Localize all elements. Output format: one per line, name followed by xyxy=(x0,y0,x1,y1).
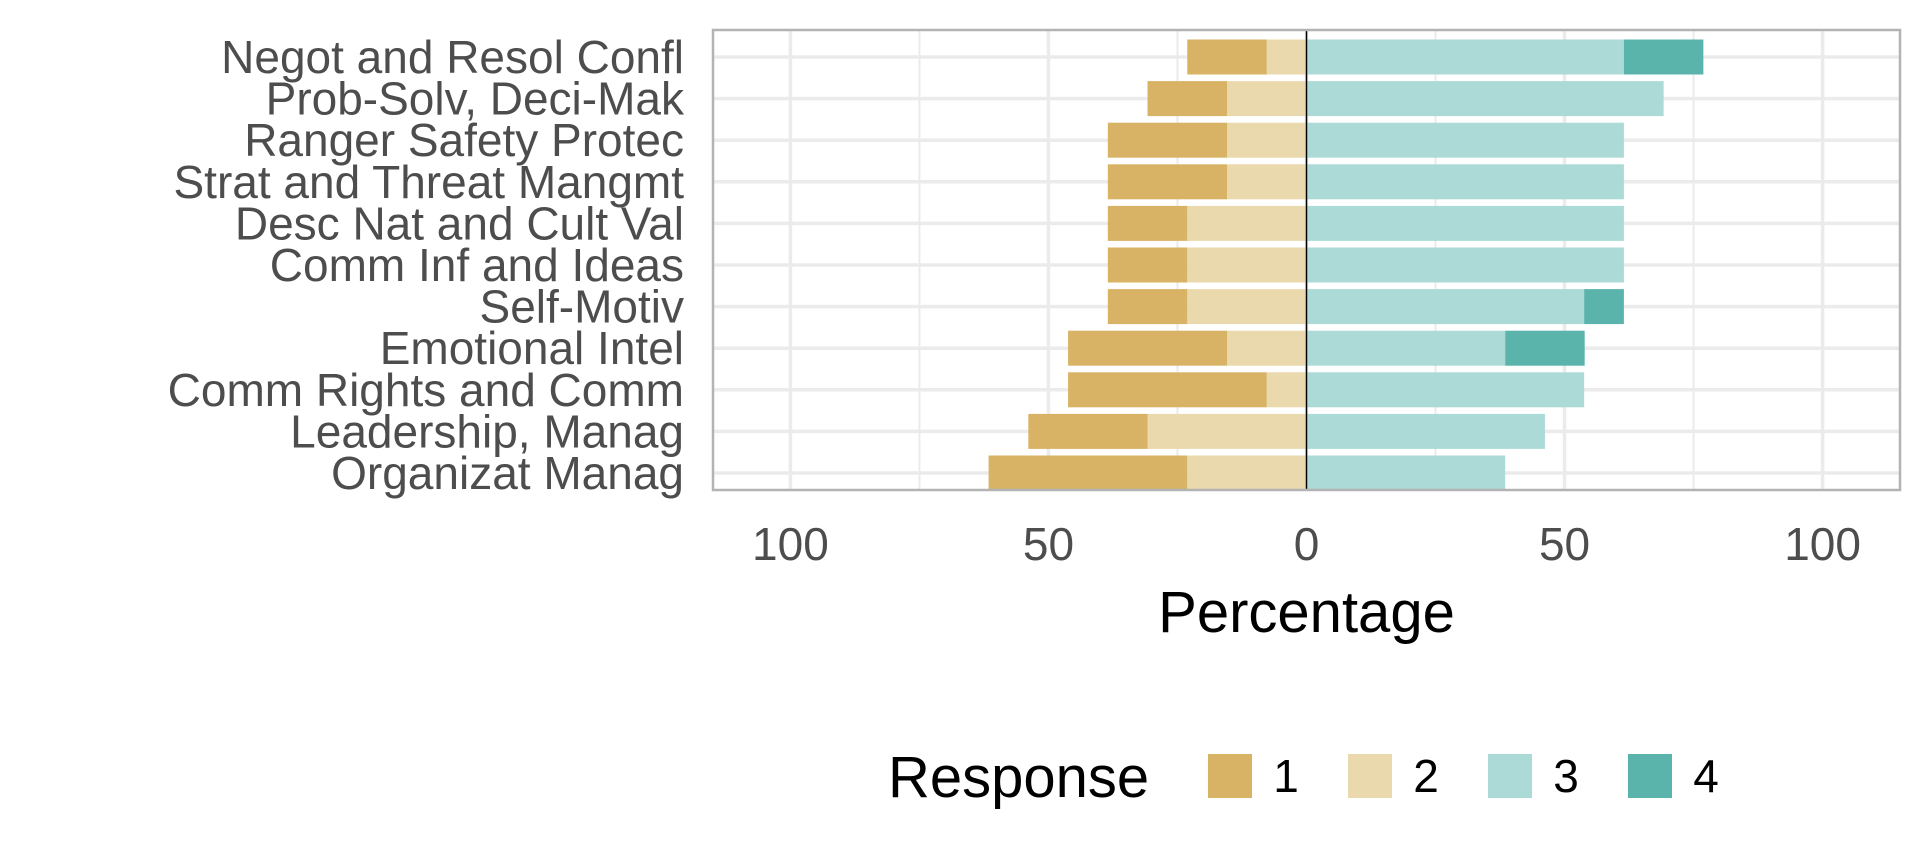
category-label: Comm Inf and Ideas xyxy=(270,239,684,291)
legend: Response 1 2 3 4 xyxy=(888,745,1719,810)
legend-title: Response xyxy=(888,745,1149,810)
bar-response-1 xyxy=(1107,205,1188,241)
category-label: Ranger Safety Protec xyxy=(244,114,684,166)
legend-label: 3 xyxy=(1553,750,1579,802)
bar-response-3 xyxy=(1306,205,1624,241)
bar-response-2 xyxy=(1187,455,1307,491)
bar-response-2 xyxy=(1187,247,1307,283)
bar-response-2 xyxy=(1227,330,1307,366)
bar-response-4 xyxy=(1623,39,1704,75)
bar-response-2 xyxy=(1227,81,1307,117)
bar-response-2 xyxy=(1147,413,1307,449)
bar-response-3 xyxy=(1306,164,1624,200)
legend-label: 1 xyxy=(1273,750,1299,802)
bar-response-2 xyxy=(1266,372,1307,408)
bar-response-3 xyxy=(1306,81,1664,117)
category-label: Emotional Intel xyxy=(380,322,684,374)
category-label: Self-Motiv xyxy=(480,281,684,333)
bar-response-3 xyxy=(1306,372,1585,408)
bar-response-1 xyxy=(1187,39,1267,75)
bar-response-3 xyxy=(1306,122,1624,158)
bar-response-3 xyxy=(1306,289,1585,325)
x-axis-title: Percentage xyxy=(1158,580,1455,645)
x-tick-label: 50 xyxy=(1023,518,1074,570)
bars xyxy=(988,39,1704,491)
legend-key-3 xyxy=(1488,754,1532,798)
bar-response-3 xyxy=(1306,39,1624,75)
bar-response-1 xyxy=(1107,289,1188,325)
category-label: Leadership, Manag xyxy=(290,405,684,457)
category-label: Comm Rights and Comm xyxy=(168,364,684,416)
bar-response-1 xyxy=(1107,122,1228,158)
bar-response-1 xyxy=(1107,247,1188,283)
bar-response-1 xyxy=(1068,372,1267,408)
bar-response-2 xyxy=(1227,164,1307,200)
category-label: Prob-Solv, Deci-Mak xyxy=(266,73,685,125)
bar-response-2 xyxy=(1227,122,1307,158)
category-label: Negot and Resol Confl xyxy=(221,31,684,83)
bar-response-2 xyxy=(1187,205,1307,241)
x-tick-label: 0 xyxy=(1294,518,1320,570)
x-axis-tick-labels: 100 50 0 50 100 xyxy=(752,518,1861,570)
legend-key-1 xyxy=(1208,754,1252,798)
bar-response-3 xyxy=(1306,247,1624,283)
category-label: Strat and Threat Mangmt xyxy=(173,156,684,208)
legend-key-2 xyxy=(1348,754,1392,798)
bar-response-1 xyxy=(1028,413,1148,449)
x-tick-label: 100 xyxy=(1784,518,1861,570)
legend-key-4 xyxy=(1628,754,1672,798)
bar-response-4 xyxy=(1584,289,1624,325)
bar-response-2 xyxy=(1187,289,1307,325)
bar-response-4 xyxy=(1505,330,1585,366)
bar-response-3 xyxy=(1306,455,1506,491)
x-tick-label: 100 xyxy=(752,518,829,570)
legend-label: 2 xyxy=(1413,750,1439,802)
x-tick-label: 50 xyxy=(1539,518,1590,570)
bar-response-3 xyxy=(1306,413,1545,449)
category-label: Desc Nat and Cult Val xyxy=(235,197,684,249)
bar-response-1 xyxy=(988,455,1188,491)
bar-response-3 xyxy=(1306,330,1506,366)
legend-label: 4 xyxy=(1693,750,1719,802)
bar-response-1 xyxy=(1147,81,1228,117)
bar-response-1 xyxy=(1068,330,1228,366)
bar-response-2 xyxy=(1266,39,1307,75)
category-label: Organizat Manag xyxy=(331,447,684,499)
bar-response-1 xyxy=(1107,164,1228,200)
panel-border xyxy=(711,28,1902,492)
